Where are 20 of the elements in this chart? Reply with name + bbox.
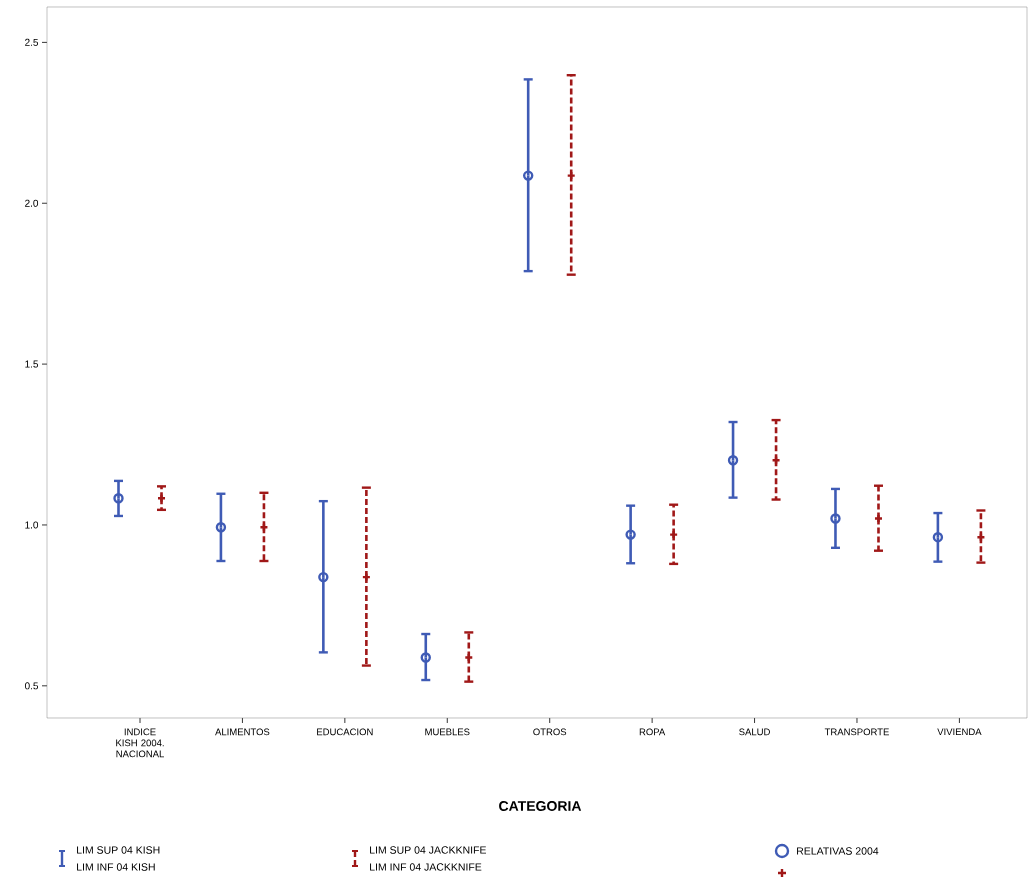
x-tick-label: INDICE KISH 2004. NACIONAL — [116, 728, 164, 758]
x-tick-label: EDUCACION — [317, 728, 373, 736]
x-tick-label: ROPA — [639, 728, 666, 736]
y-tick-label: 2.5 — [25, 38, 39, 46]
y-tick-label: 0.5 — [24, 682, 39, 690]
text: LIM INF 04 KISH — [77, 863, 155, 871]
x-tick-label: MUEBLES — [425, 728, 470, 736]
x-tick-label: VIVIENDA — [937, 728, 982, 736]
y-tick-label: 1.5 — [25, 360, 39, 368]
legend-label: RELATIVAS 2004 — [797, 847, 879, 855]
x-tick-label: TRANSPORTE — [824, 728, 889, 736]
x-tick-label: ALIMENTOS — [215, 728, 270, 736]
text: LIM INF 04 JACKKNIFE — [370, 863, 482, 871]
y-tick-label: 2.0 — [25, 199, 39, 207]
x-tick-label: SALUD — [739, 728, 770, 736]
x-axis-title: CATEGORIA — [499, 801, 582, 811]
text: LIM SUP 04 JACKKNIFE — [370, 846, 487, 854]
x-tick-label: OTROS — [533, 728, 567, 736]
y-tick-label: 1.0 — [25, 521, 39, 529]
text: LIM SUP 04 KISH — [77, 846, 160, 854]
